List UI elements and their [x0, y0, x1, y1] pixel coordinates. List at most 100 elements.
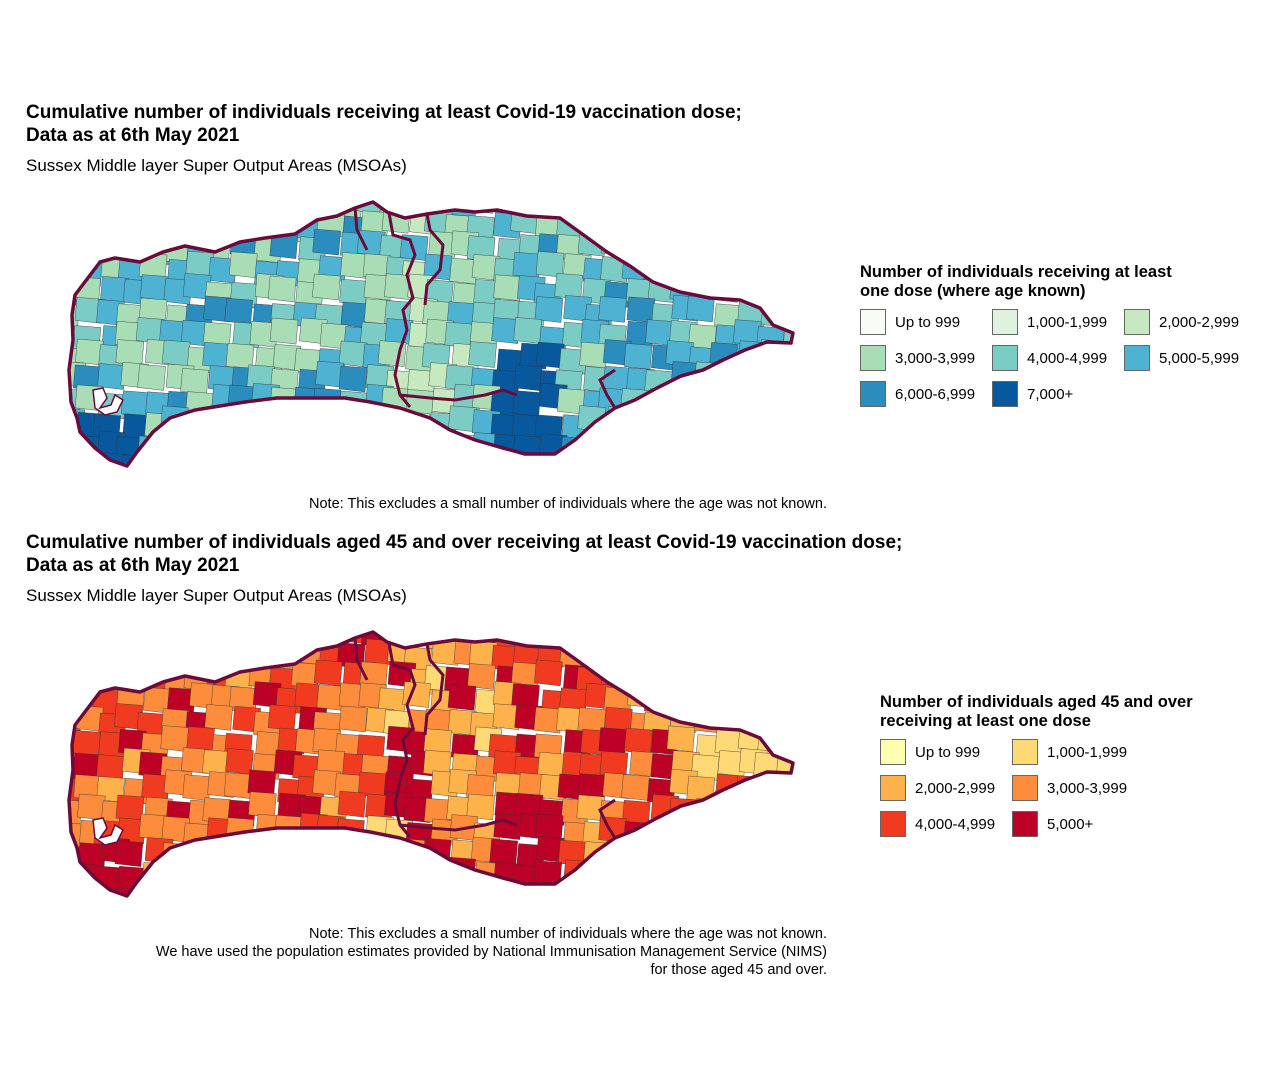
harbour-cutout: [92, 817, 124, 846]
district-boundary: [399, 388, 518, 402]
msoa-area: [226, 639, 255, 666]
msoa-area: [292, 410, 322, 438]
msoa-area: [492, 451, 522, 466]
msoa-area: [778, 729, 793, 757]
msoa-area: [122, 477, 150, 480]
msoa-area: [759, 457, 789, 466]
msoa-area: [185, 411, 215, 439]
msoa-area: [270, 409, 299, 436]
msoa-area: [693, 431, 723, 458]
msoa-area: [534, 659, 563, 687]
msoa-area: [713, 790, 742, 818]
msoa-area: [671, 256, 700, 283]
map2-title-line2: Data as at 6th May 2021: [26, 555, 240, 576]
msoa-area: [688, 660, 718, 687]
msoa-area: [117, 208, 146, 235]
map2-legend: Number of individuals aged 45 and over r…: [880, 693, 1193, 837]
msoa-area: [361, 435, 390, 462]
msoa-area: [774, 704, 793, 732]
msoa-area: [535, 813, 564, 841]
msoa-area: [166, 881, 196, 896]
msoa-area: [223, 202, 253, 219]
legend-swatch: [1124, 309, 1150, 335]
msoa-area: [644, 836, 673, 864]
msoa-area: [754, 861, 783, 888]
msoa-area: [269, 387, 299, 414]
msoa-area: [115, 794, 145, 822]
msoa-area: [361, 843, 390, 870]
msoa-area: [227, 384, 257, 412]
msoa-area: [731, 474, 759, 480]
msoa-area: [626, 835, 656, 862]
msoa-area: [428, 860, 457, 888]
msoa-area: [761, 844, 790, 871]
msoa-area: [114, 840, 144, 867]
msoa-area: [782, 362, 793, 389]
msoa-area: [782, 323, 793, 350]
msoa-area: [776, 234, 793, 262]
legend-label: 6,000-6,999: [895, 385, 976, 403]
msoa-area: [161, 430, 190, 457]
msoa-area: [774, 274, 793, 301]
msoa-area: [69, 237, 85, 265]
msoa-area: [801, 457, 805, 480]
msoa-area: [730, 428, 759, 455]
msoa-area: [493, 274, 522, 302]
map1-legend-grid: Up to 999 1,000-1,999 2,000-2,999 3,000-3,9…: [860, 309, 1244, 407]
msoa-area: [204, 451, 233, 466]
msoa-area: [406, 887, 436, 896]
msoa-area: [730, 816, 760, 844]
msoa-area: [515, 476, 543, 480]
msoa-area: [801, 216, 805, 242]
msoa-area: [312, 387, 341, 415]
msoa-area: [337, 882, 367, 896]
msoa-area: [711, 637, 740, 664]
msoa-area: [71, 638, 101, 665]
legend-swatch: [992, 381, 1018, 407]
legend-swatch: [880, 775, 906, 801]
map1-legend-item: 7,000+: [992, 381, 1112, 407]
msoa-area: [137, 364, 166, 391]
msoa-area: [534, 296, 564, 323]
msoa-area: [604, 475, 632, 480]
msoa-area: [779, 457, 793, 466]
msoa-area: [120, 454, 150, 466]
msoa-area: [278, 474, 306, 480]
msoa-area: [774, 202, 793, 220]
msoa-area: [621, 478, 649, 480]
msoa-area: [69, 452, 80, 466]
legend-swatch: [880, 739, 906, 765]
msoa-area: [738, 251, 768, 278]
msoa-area: [710, 409, 739, 437]
msoa-area: [91, 632, 121, 644]
msoa-area: [692, 880, 721, 896]
msoa-area: [338, 454, 367, 466]
msoa-area: [599, 632, 628, 642]
msoa-area: [627, 451, 656, 466]
msoa-area: [407, 455, 437, 466]
msoa-area: [248, 791, 277, 818]
msoa-area: [758, 710, 787, 738]
msoa-area: [711, 837, 740, 864]
map2-legend-item: 2,000-2,999: [880, 775, 1000, 801]
map1-legend-item: 4,000-4,999: [992, 345, 1112, 371]
msoa-area: [141, 645, 170, 672]
msoa-area: [254, 885, 284, 896]
map1-legend-title: Number of individuals receiving at least…: [860, 263, 1244, 301]
msoa-area: [466, 793, 495, 821]
msoa-area: [342, 836, 372, 864]
msoa-area: [651, 640, 680, 668]
msoa-area: [802, 190, 805, 212]
msoa-area: [514, 884, 543, 896]
msoa-area: [645, 238, 674, 265]
msoa-area: [491, 887, 520, 896]
msoa-area: [226, 434, 256, 462]
msoa-area: [756, 325, 785, 353]
msoa-area: [165, 214, 194, 241]
msoa-area: [672, 860, 702, 888]
msoa-area: [386, 448, 415, 466]
msoa-area: [97, 363, 126, 390]
legend-label: 5,000+: [1047, 815, 1094, 833]
msoa-area: [159, 864, 188, 892]
msoa-area: [119, 202, 148, 217]
